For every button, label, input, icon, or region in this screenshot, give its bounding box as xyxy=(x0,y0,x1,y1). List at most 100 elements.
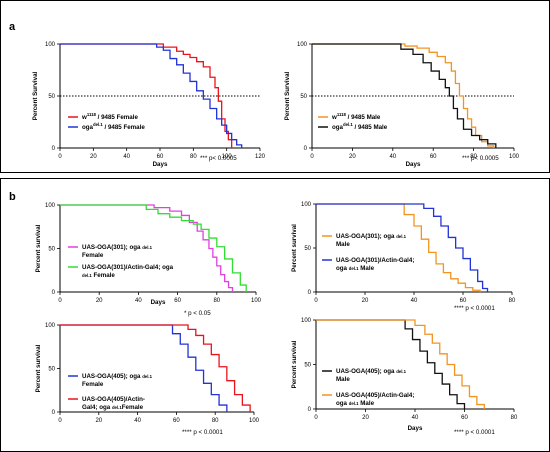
p-value-label: **** p < 0.0001 xyxy=(454,429,495,436)
panel-label-a: a xyxy=(9,21,16,33)
y-tick-label: 0 xyxy=(304,146,308,152)
y-tick-label: 50 xyxy=(48,94,55,100)
x-axis-label: Days xyxy=(408,425,423,432)
chart-1: 0 20 40 60 80 100 120 0 50 100 Percent Survival Day… xyxy=(32,42,266,168)
legend-text: Female xyxy=(92,272,116,279)
x-tick-label: 60 xyxy=(430,154,437,160)
x-axis-label: Days xyxy=(153,161,168,168)
legend-text: w xyxy=(331,114,337,121)
legend-text: / 9485 Male xyxy=(353,124,388,131)
legend-label: Gal4; oga del.1Female xyxy=(82,404,144,411)
legend-text: / 9485 Male xyxy=(346,114,381,121)
legend-text: UAS-OGA(405)/Actin-Gal4; xyxy=(336,392,414,399)
legend-text: / 9485 Female xyxy=(103,124,146,131)
legend-text: Female xyxy=(82,252,104,259)
legend-label: oga del.1 Male xyxy=(336,265,375,272)
y-tick-label: 0 xyxy=(308,407,312,413)
x-tick-label: 20 xyxy=(362,298,369,304)
legend-label: UAS-OGA(301)/Actin-Gal4; xyxy=(336,257,414,264)
legend-label: UAS-OGA(405)/Actin- xyxy=(82,396,145,403)
legend-label: UAS-OGA(405); oga del.1 xyxy=(336,368,407,375)
x-tick-label: 80 xyxy=(511,415,518,421)
x-tick-label: 100 xyxy=(251,298,262,304)
p-value-label: *** p< 0.0005 xyxy=(200,155,237,162)
legend-text: oga xyxy=(129,244,142,251)
y-tick-label: 100 xyxy=(45,203,56,209)
legend-text: oga xyxy=(383,233,396,240)
y-tick-label: 0 xyxy=(52,410,56,416)
p-value-label: **** p < 0.0001 xyxy=(182,429,223,436)
series-line-2 xyxy=(312,43,497,148)
legend-superscript: del.1 xyxy=(142,374,152,379)
panel-a-frame xyxy=(0,0,550,173)
legend-label: Male xyxy=(336,241,350,248)
y-tick-label: 0 xyxy=(52,290,56,296)
x-tick-label: 40 xyxy=(412,415,419,421)
x-tick-label: 0 xyxy=(58,418,62,424)
series-line-1 xyxy=(60,204,234,292)
x-tick-label: 20 xyxy=(95,418,102,424)
x-tick-label: 20 xyxy=(96,298,103,304)
series-line-2 xyxy=(316,319,485,409)
p-value-label: * p < 0.05 xyxy=(184,310,211,317)
series-line-2 xyxy=(60,43,243,148)
x-tick-label: 60 xyxy=(460,298,467,304)
legend-text: oga xyxy=(336,400,349,407)
legend-label: UAS-OGA(301)/Actin-Gal4; oga xyxy=(82,264,174,271)
legend-superscript: 1118 xyxy=(87,112,97,117)
x-tick-label: 40 xyxy=(123,154,130,160)
p-value-label: **** p < 0.0001 xyxy=(454,305,495,312)
legend-text: UAS-OGA(301); xyxy=(336,233,383,240)
legend-text: Gal4; xyxy=(82,404,99,411)
legend-text: oga xyxy=(82,124,94,131)
legend-text: oga xyxy=(383,368,396,375)
legend-label: UAS-OGA(301); oga del.1 xyxy=(336,233,407,240)
y-tick-label: 100 xyxy=(297,42,308,48)
legend-text: Male xyxy=(336,241,350,248)
x-tick-label: 100 xyxy=(509,154,520,160)
y-tick-label: 100 xyxy=(45,323,56,329)
y-tick-label: 100 xyxy=(301,318,312,324)
x-tick-label: 0 xyxy=(58,154,62,160)
x-tick-label: 20 xyxy=(90,154,97,160)
x-tick-label: 60 xyxy=(157,154,164,160)
legend-superscript: del.1 xyxy=(349,401,359,406)
legend-superscript: del.1 xyxy=(349,266,359,271)
x-tick-label: 80 xyxy=(190,154,197,160)
p-value-label: *** p< 0.0005 xyxy=(462,155,499,162)
legend-superscript: del.1 xyxy=(396,369,406,374)
legend-superscript: del.1 xyxy=(112,405,122,410)
legend-text: UAS-OGA(405)/Actin- xyxy=(82,396,145,403)
legend-label: ogadel.1 / 9485 Female xyxy=(82,122,145,131)
legend-text: / 9485 Female xyxy=(96,114,139,121)
x-axis-label: Days xyxy=(406,161,421,168)
x-tick-label: 80 xyxy=(509,298,516,304)
panel-label-b: b xyxy=(9,191,16,203)
legend-superscript: del.1 xyxy=(82,273,92,278)
y-tick-label: 0 xyxy=(308,290,312,296)
series-line-1 xyxy=(60,43,233,148)
series-line-2 xyxy=(316,203,489,292)
series-line-1 xyxy=(316,203,481,292)
x-tick-label: 0 xyxy=(314,415,318,421)
y-axis-label: Percent survival xyxy=(291,224,298,272)
legend-text: UAS-OGA(301)/Actin-Gal4; xyxy=(82,264,162,271)
legend-text: Male xyxy=(359,400,375,407)
y-tick-label: 50 xyxy=(304,246,311,252)
chart-6: 0 20 40 60 80 0 50 100 Percent survival Days UAS-O… xyxy=(291,318,518,436)
y-tick-label: 0 xyxy=(52,146,56,152)
series-line-2 xyxy=(60,324,251,412)
legend-label: Female xyxy=(82,381,104,388)
legend-text: Female xyxy=(82,381,104,388)
y-tick-label: 100 xyxy=(301,202,312,208)
legend-text: UAS-OGA(301); xyxy=(82,244,129,251)
x-tick-label: 0 xyxy=(310,154,314,160)
legend-label: ogadel.1 / 9485 Male xyxy=(332,122,388,131)
x-tick-label: 20 xyxy=(362,415,369,421)
x-tick-label: 40 xyxy=(135,298,142,304)
legend-label: oga del.1 Male xyxy=(336,400,375,407)
x-tick-label: 0 xyxy=(58,298,62,304)
x-tick-label: 120 xyxy=(255,154,266,160)
chart-3: 0 20 40 60 80 100 0 50 100 Percent survival Days UA… xyxy=(35,203,262,317)
x-tick-label: 100 xyxy=(222,154,233,160)
